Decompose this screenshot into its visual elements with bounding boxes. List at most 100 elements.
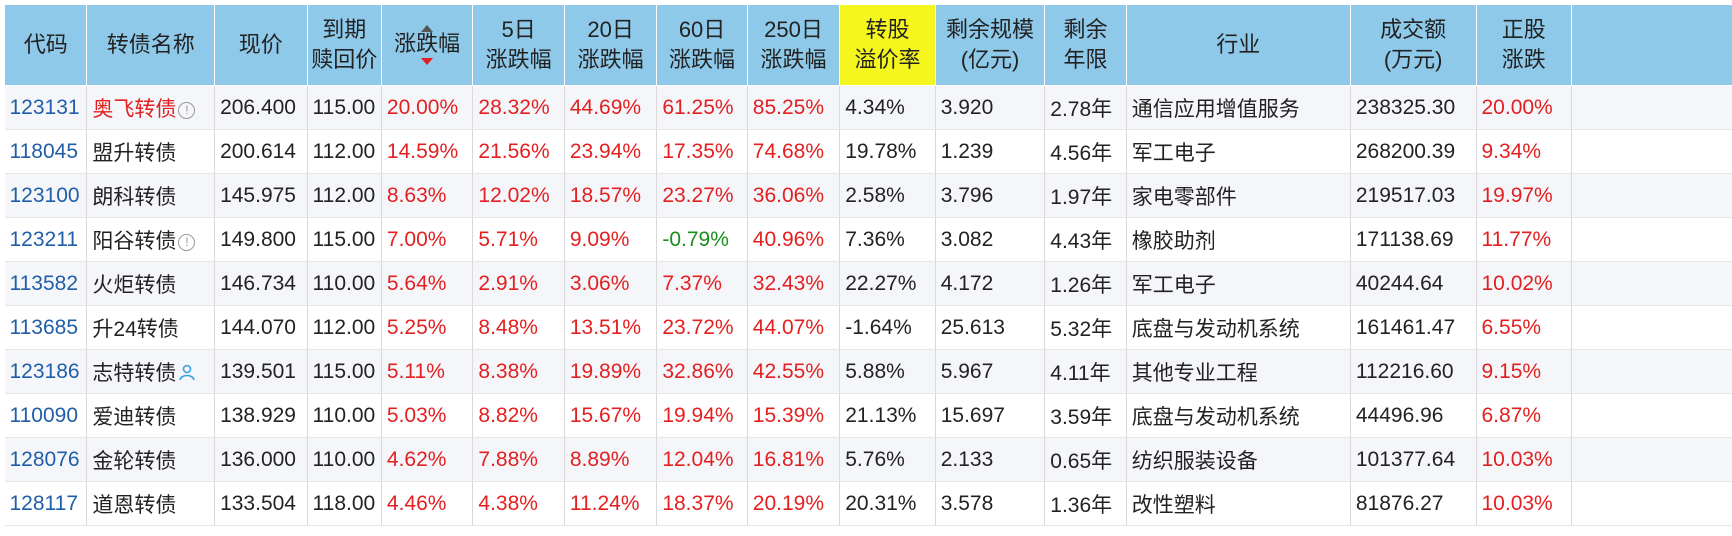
cell-conversion-premium: -1.64% bbox=[839, 305, 936, 350]
header-remaining-years[interactable]: 剩余 年限 bbox=[1044, 4, 1127, 86]
change-250d-value: 32.43% bbox=[752, 271, 825, 295]
change-60d-value: 19.94% bbox=[662, 403, 734, 427]
cell-redeem-price: 115.00 bbox=[307, 85, 382, 130]
cell-code[interactable]: 123211 bbox=[4, 217, 88, 262]
cell-code[interactable]: 118045 bbox=[4, 129, 88, 174]
header-conversion-premium[interactable]: 转股 溢价率 bbox=[839, 4, 936, 86]
table-row[interactable]: 113685 升24转债 144.070 112.00 5.25% 8.48% 13.51%… bbox=[4, 305, 1732, 350]
conversion-premium-value: 22.27% bbox=[845, 271, 917, 295]
cell-change-5d: 5.71% bbox=[472, 217, 565, 262]
header-label-line: (万元) bbox=[1383, 47, 1443, 72]
cell-code[interactable]: 113582 bbox=[4, 261, 88, 306]
cell-redeem-price: 110.00 bbox=[307, 437, 382, 482]
industry-value: 底盘与发动机系统 bbox=[1131, 405, 1300, 429]
header-change-250d[interactable]: 250日 涨跌幅 bbox=[746, 4, 841, 86]
header-change-5d[interactable]: 5日 涨跌幅 bbox=[472, 4, 565, 86]
change-5d-value: 5.71% bbox=[478, 227, 538, 251]
header-change[interactable]: 涨跌幅 bbox=[380, 4, 474, 86]
change-5d-value: 8.48% bbox=[478, 315, 538, 339]
code-value: 110090 bbox=[9, 403, 79, 427]
change-value: 5.11% bbox=[386, 359, 445, 383]
header-industry[interactable]: 行业 bbox=[1125, 4, 1351, 86]
header-change-20d[interactable]: 20日 涨跌幅 bbox=[563, 4, 658, 86]
turnover-value: 101377.64 bbox=[1355, 447, 1456, 471]
header-change-60d[interactable]: 60日 涨跌幅 bbox=[656, 4, 748, 86]
table-row[interactable]: 118045 盟升转债 200.614 112.00 14.59% 21.56% 23.94… bbox=[4, 129, 1732, 174]
table-row[interactable]: 123100 朗科转债 145.975 112.00 8.63% 12.02% 18.57%… bbox=[4, 173, 1732, 218]
header-code[interactable]: 代码 bbox=[3, 4, 88, 86]
cell-change: 5.25% bbox=[381, 305, 474, 350]
cell-bond-name[interactable]: 金轮转债 bbox=[86, 437, 216, 482]
cell-code[interactable]: 123100 bbox=[4, 173, 88, 218]
code-value: 123131 bbox=[9, 95, 80, 119]
header-label-line: 剩余规模 bbox=[946, 17, 1035, 42]
remaining-years-value: 4.56年 bbox=[1050, 141, 1113, 165]
header-bond-name[interactable]: 转债名称 bbox=[86, 4, 216, 86]
change-value: 8.63% bbox=[386, 183, 447, 207]
cell-code[interactable]: 128117 bbox=[4, 481, 88, 526]
cell-remaining-scale: 5.967 bbox=[935, 349, 1046, 394]
remaining-scale-value: 3.920 bbox=[940, 95, 994, 119]
remaining-scale-value: 3.082 bbox=[940, 227, 994, 251]
remaining-years-value: 1.97年 bbox=[1050, 185, 1113, 209]
header-label-line: 赎回价 bbox=[311, 47, 378, 72]
change-60d-value: 23.27% bbox=[662, 183, 734, 207]
header-price[interactable]: 现价 bbox=[214, 4, 308, 86]
cell-bond-name[interactable]: 爱迪转债 bbox=[86, 393, 216, 438]
stock-change-value: 9.34% bbox=[1481, 139, 1542, 163]
turnover-value: 40244.64 bbox=[1355, 271, 1444, 295]
cell-industry: 通信应用增值服务 bbox=[1126, 85, 1351, 130]
price-value: 149.800 bbox=[220, 227, 296, 251]
cell-bond-name[interactable]: 升24转债 bbox=[86, 305, 216, 350]
cell-code[interactable]: 128076 bbox=[4, 437, 88, 482]
table-row[interactable]: 113582 火炬转债 146.734 110.00 5.64% 2.91% 3.06% 7.… bbox=[4, 261, 1732, 306]
cell-bond-name[interactable]: 盟升转债 bbox=[86, 129, 216, 174]
remaining-years-value: 4.43年 bbox=[1050, 229, 1113, 253]
price-value: 146.734 bbox=[220, 271, 296, 295]
cell-conversion-premium: 5.76% bbox=[839, 437, 936, 482]
cell-code[interactable]: 113685 bbox=[4, 305, 88, 350]
header-redeem-price[interactable]: 到期 赎回价 bbox=[306, 4, 382, 86]
cell-change: 7.00% bbox=[381, 217, 474, 262]
table-row[interactable]: 123211 阳谷转债! 149.800 115.00 7.00% 5.71% 9.09% -… bbox=[4, 217, 1732, 262]
sort-asc-icon bbox=[421, 25, 434, 32]
cell-bond-name[interactable]: 道恩转债 bbox=[86, 481, 216, 526]
user-icon[interactable] bbox=[178, 363, 196, 381]
warning-icon[interactable]: ! bbox=[178, 101, 196, 119]
cell-change-250d: 36.06% bbox=[747, 173, 841, 218]
warning-icon[interactable]: ! bbox=[178, 233, 196, 251]
cell-change: 5.03% bbox=[381, 393, 474, 438]
table-row[interactable]: 128117 道恩转债 133.504 118.00 4.46% 4.38% 11.24% 1… bbox=[4, 481, 1732, 526]
header-remaining-scale[interactable]: 剩余规模 (亿元) bbox=[934, 4, 1046, 86]
table-row[interactable]: 110090 爱迪转债 138.929 110.00 5.03% 8.82% 15.67% 1… bbox=[4, 393, 1732, 438]
header-label-line: 涨跌幅 bbox=[760, 47, 827, 72]
redeem-price-value: 110.00 bbox=[312, 403, 376, 427]
cell-stock-change: 19.97% bbox=[1476, 173, 1572, 218]
change-60d-value: 32.86% bbox=[662, 359, 734, 383]
change-60d-value: 7.37% bbox=[662, 271, 722, 295]
cell-extra bbox=[1571, 217, 1732, 262]
cell-turnover: 101377.64 bbox=[1350, 437, 1477, 482]
header-label: 涨跌幅 bbox=[394, 31, 461, 56]
header-stock-change[interactable]: 正股 涨跌 bbox=[1475, 4, 1572, 86]
table-row[interactable]: 128076 金轮转债 136.000 110.00 4.62% 7.88% 8.89% 12… bbox=[4, 437, 1732, 482]
cell-bond-name[interactable]: 奥飞转债! bbox=[86, 85, 216, 130]
cell-turnover: 44496.96 bbox=[1350, 393, 1477, 438]
stock-change-value: 10.03% bbox=[1481, 491, 1553, 515]
cell-bond-name[interactable]: 阳谷转债! bbox=[86, 217, 216, 262]
cell-change: 14.59% bbox=[381, 129, 474, 174]
table-row[interactable]: 123186 志特转债 139.501 115.00 5.11% 8.38% 19.89% 3… bbox=[4, 349, 1732, 394]
cell-code[interactable]: 123131 bbox=[4, 85, 88, 130]
header-label-line: 涨跌 bbox=[1501, 47, 1546, 72]
header-turnover[interactable]: 成交额 (万元) bbox=[1349, 4, 1477, 86]
cell-bond-name[interactable]: 朗科转债 bbox=[86, 173, 216, 218]
cell-code[interactable]: 110090 bbox=[4, 393, 88, 438]
cell-code[interactable]: 123186 bbox=[4, 349, 88, 394]
cell-bond-name[interactable]: 火炬转债 bbox=[86, 261, 216, 306]
cell-bond-name[interactable]: 志特转债 bbox=[86, 349, 216, 394]
cell-turnover: 268200.39 bbox=[1350, 129, 1477, 174]
table-row[interactable]: 123131 奥飞转债! 206.400 115.00 20.00% 28.32% 44.6… bbox=[4, 85, 1732, 130]
change-60d-value: 23.72% bbox=[662, 315, 734, 339]
cell-remaining-scale: 4.172 bbox=[935, 261, 1046, 306]
convertible-bond-table: 代码 转债名称 现价 到期 赎回价 涨跌幅 5日 涨跌幅 20日 涨跌幅 60日 涨跌幅 250日 涨跌幅… bbox=[3, 4, 1732, 526]
